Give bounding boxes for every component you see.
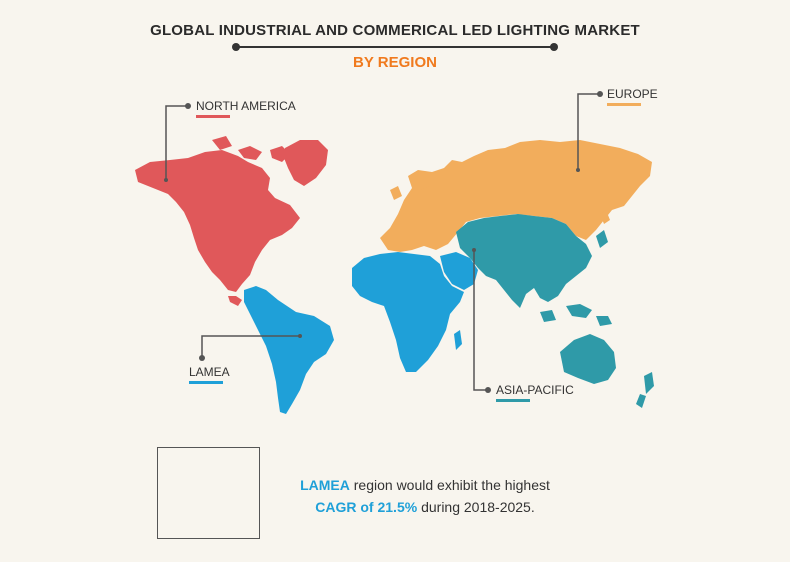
europe-underline xyxy=(607,103,641,106)
asia-pacific-leader xyxy=(473,250,488,391)
page-subtitle: BY REGION xyxy=(353,54,437,71)
europe-region xyxy=(380,140,652,252)
asia-pacific-label: ASIA-PACIFIC xyxy=(496,383,574,397)
europe-label: EUROPE xyxy=(607,87,658,101)
asia-pacific-region xyxy=(456,214,654,408)
callout-line-2: CAGR of 21.5% during 2018-2025. xyxy=(270,496,580,518)
callout-region: LAMEA xyxy=(300,477,350,493)
leader-dots xyxy=(164,91,603,393)
lamea-underline xyxy=(189,381,223,384)
page-title: GLOBAL INDUSTRIAL AND COMMERICAL LED LIG… xyxy=(150,22,640,39)
north-america-leader xyxy=(165,105,188,180)
lamea-label: LAMEA xyxy=(189,365,230,379)
north-america-underline xyxy=(196,115,230,118)
callout-line-1: LAMEA region would exhibit the highest xyxy=(270,474,580,496)
inset-frame xyxy=(157,447,260,539)
north-america-region xyxy=(135,136,328,306)
callout-line2-text: during 2018-2025. xyxy=(421,499,535,515)
callout-line1-text: region would exhibit the highest xyxy=(353,477,550,493)
lamea-leader xyxy=(201,335,300,358)
title-divider xyxy=(232,43,558,51)
north-america-label: NORTH AMERICA xyxy=(196,99,296,113)
callout-cagr: CAGR of 21.5% xyxy=(315,499,418,515)
leader-lines xyxy=(165,93,600,391)
callout-text: LAMEA region would exhibit the highest C… xyxy=(270,474,580,518)
europe-leader xyxy=(577,93,600,170)
asia-pacific-underline xyxy=(496,399,530,402)
lamea-region xyxy=(244,252,478,414)
